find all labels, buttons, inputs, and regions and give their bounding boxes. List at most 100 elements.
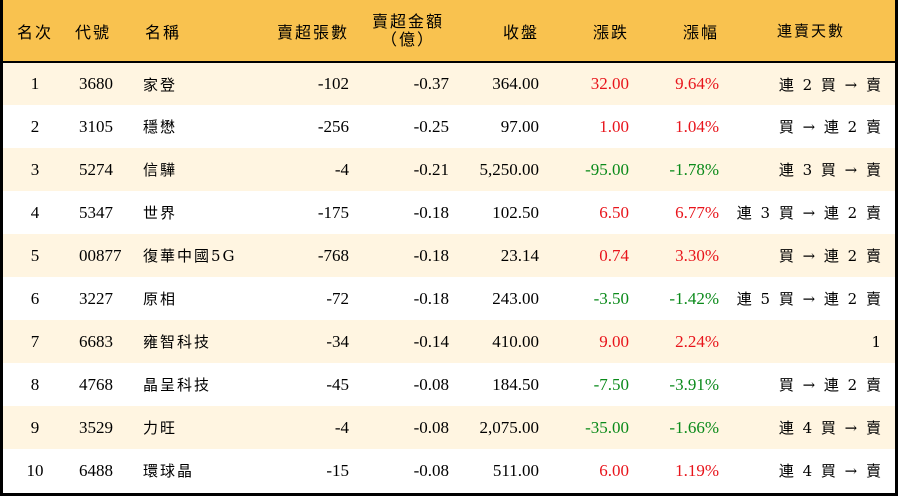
cell-net-sell-lots: -175 [317, 202, 349, 222]
cell-close: 511.00 [492, 460, 539, 480]
table-row[interactable]: 4 5347 世界 -175 -0.18 102.50 6.50 6.77% 連… [3, 191, 895, 234]
cell-code[interactable]: 4768 [79, 374, 113, 394]
cell-change: -3.50 [593, 288, 629, 308]
table-row[interactable]: 7 6683 雍智科技 -34 -0.14 410.00 9.00 2.24% … [3, 320, 895, 363]
cell-name[interactable]: 復華中國5G [143, 247, 237, 265]
cell-code[interactable]: 6488 [79, 460, 113, 480]
cell-rank: 1 [30, 74, 40, 93]
cell-rank: 8 [30, 374, 40, 394]
table-row[interactable]: 8 4768 晶呈科技 -45 -0.08 184.50 -7.50 -3.91… [3, 363, 895, 406]
cell-name[interactable]: 世界 [143, 204, 178, 222]
cell-net-sell-amount: -0.18 [413, 202, 449, 222]
cell-net-sell-lots: -102 [317, 74, 349, 93]
header-change[interactable]: 漲跌 [592, 22, 629, 42]
table-header: 名次 代號 名稱 賣超張數 賣超金額 （億） 收盤 漲跌 漲幅 連賣天數 [3, 0, 895, 62]
header-rank[interactable]: 名次 [16, 22, 53, 42]
cell-rank: 5 [30, 245, 40, 265]
cell-code[interactable]: 5347 [79, 202, 113, 222]
cell-code[interactable]: 3105 [79, 116, 113, 136]
cell-streak: 連 3 買 → 賣 [778, 161, 883, 179]
header-change-pct[interactable]: 漲幅 [682, 22, 719, 42]
cell-name[interactable]: 晶呈科技 [143, 376, 212, 394]
table-row[interactable]: 2 3105 穩懋 -256 -0.25 97.00 1.00 1.04% 買 … [3, 105, 895, 148]
cell-name[interactable]: 雍智科技 [143, 333, 212, 351]
table-row[interactable]: 6 3227 原相 -72 -0.18 243.00 -3.50 -1.42% … [3, 277, 895, 320]
cell-rank: 3 [30, 159, 40, 179]
cell-code[interactable]: 6683 [79, 331, 113, 351]
cell-rank: 4 [30, 202, 40, 222]
cell-rank: 2 [30, 116, 40, 136]
cell-change: -7.50 [593, 374, 629, 394]
table-body: 1 3680 家登 -102 -0.37 364.00 32.00 9.64% … [3, 62, 895, 492]
cell-change: 6.50 [599, 202, 629, 222]
cell-code[interactable]: 00877 [79, 245, 122, 265]
cell-change: 0.74 [599, 245, 629, 265]
cell-streak: 連 2 買 → 賣 [778, 75, 883, 94]
cell-change-pct: -3.91% [669, 374, 719, 394]
cell-streak: 買 → 連 2 賣 [778, 118, 883, 136]
header-net-sell-lots[interactable]: 賣超張數 [276, 22, 349, 42]
cell-code[interactable]: 5274 [79, 159, 113, 179]
cell-change: 9.00 [599, 331, 629, 351]
cell-code[interactable]: 3680 [79, 74, 113, 93]
cell-net-sell-amount: -0.08 [413, 374, 449, 394]
cell-change: -35.00 [585, 417, 629, 437]
cell-code[interactable]: 3227 [79, 288, 113, 308]
cell-change-pct: -1.78% [669, 159, 719, 179]
cell-net-sell-amount: -0.18 [413, 245, 449, 265]
cell-net-sell-amount: -0.08 [413, 417, 449, 437]
cell-name[interactable]: 家登 [143, 75, 178, 94]
cell-change-pct: 1.04% [675, 116, 719, 136]
cell-net-sell-amount: -0.25 [413, 116, 449, 136]
header-net-sell-amount-unit: （億） [380, 29, 435, 49]
header-name[interactable]: 名稱 [145, 22, 182, 42]
cell-name[interactable]: 穩懋 [143, 118, 178, 136]
cell-net-sell-lots: -768 [317, 245, 349, 265]
cell-net-sell-lots: -4 [334, 159, 349, 179]
cell-net-sell-amount: -0.37 [413, 74, 449, 93]
cell-net-sell-lots: -256 [317, 116, 349, 136]
header-net-sell-amount[interactable]: 賣超金額 （億） [357, 0, 457, 62]
header-code[interactable]: 代號 [75, 22, 112, 42]
cell-change-pct: -1.42% [669, 288, 719, 308]
cell-change-pct: 1.19% [675, 460, 719, 480]
cell-change: 32.00 [590, 74, 629, 93]
cell-change: 1.00 [599, 116, 629, 136]
cell-net-sell-lots: -34 [326, 331, 349, 351]
table-row[interactable]: 1 3680 家登 -102 -0.37 364.00 32.00 9.64% … [3, 62, 895, 105]
cell-net-sell-lots: -15 [326, 460, 349, 480]
cell-change: -95.00 [585, 159, 629, 179]
cell-name[interactable]: 信驊 [143, 161, 178, 179]
cell-change-pct: 2.24% [675, 331, 719, 351]
cell-change-pct: 3.30% [675, 245, 719, 265]
cell-change: 6.00 [599, 460, 629, 480]
cell-net-sell-lots: -4 [334, 417, 349, 437]
cell-close: 5,250.00 [479, 159, 540, 179]
cell-close: 97.00 [500, 116, 539, 136]
header-close[interactable]: 收盤 [502, 22, 539, 42]
cell-rank: 6 [30, 288, 40, 308]
header-streak[interactable]: 連賣天數 [776, 22, 845, 40]
net-sell-ranking-table: 名次 代號 名稱 賣超張數 賣超金額 （億） 收盤 漲跌 漲幅 連賣天數 1 3… [3, 0, 895, 492]
cell-streak: 買 → 連 2 賣 [778, 376, 883, 394]
cell-name[interactable]: 環球晶 [143, 462, 195, 480]
cell-streak: 連 3 買 → 連 2 賣 [736, 204, 883, 222]
cell-net-sell-lots: -45 [326, 374, 349, 394]
cell-name[interactable]: 力旺 [143, 419, 178, 437]
cell-streak: 買 → 連 2 賣 [778, 247, 883, 265]
cell-code[interactable]: 3529 [79, 417, 113, 437]
cell-name[interactable]: 原相 [143, 290, 178, 308]
table-row[interactable]: 10 6488 環球晶 -15 -0.08 511.00 6.00 1.19% … [3, 449, 895, 492]
table-row[interactable]: 3 5274 信驊 -4 -0.21 5,250.00 -95.00 -1.78… [3, 148, 895, 191]
header-net-sell-amount-label: 賣超金額 [371, 11, 444, 31]
cell-close: 184.50 [492, 374, 539, 394]
table-row[interactable]: 9 3529 力旺 -4 -0.08 2,075.00 -35.00 -1.66… [3, 406, 895, 449]
cell-change-pct: 6.77% [675, 202, 719, 222]
cell-close: 23.14 [500, 245, 539, 265]
cell-rank: 10 [26, 460, 44, 480]
cell-change-pct: 9.64% [675, 74, 719, 93]
cell-net-sell-amount: -0.18 [413, 288, 449, 308]
table-row[interactable]: 5 00877 復華中國5G -768 -0.18 23.14 0.74 3.3… [3, 234, 895, 277]
cell-net-sell-lots: -72 [326, 288, 349, 308]
